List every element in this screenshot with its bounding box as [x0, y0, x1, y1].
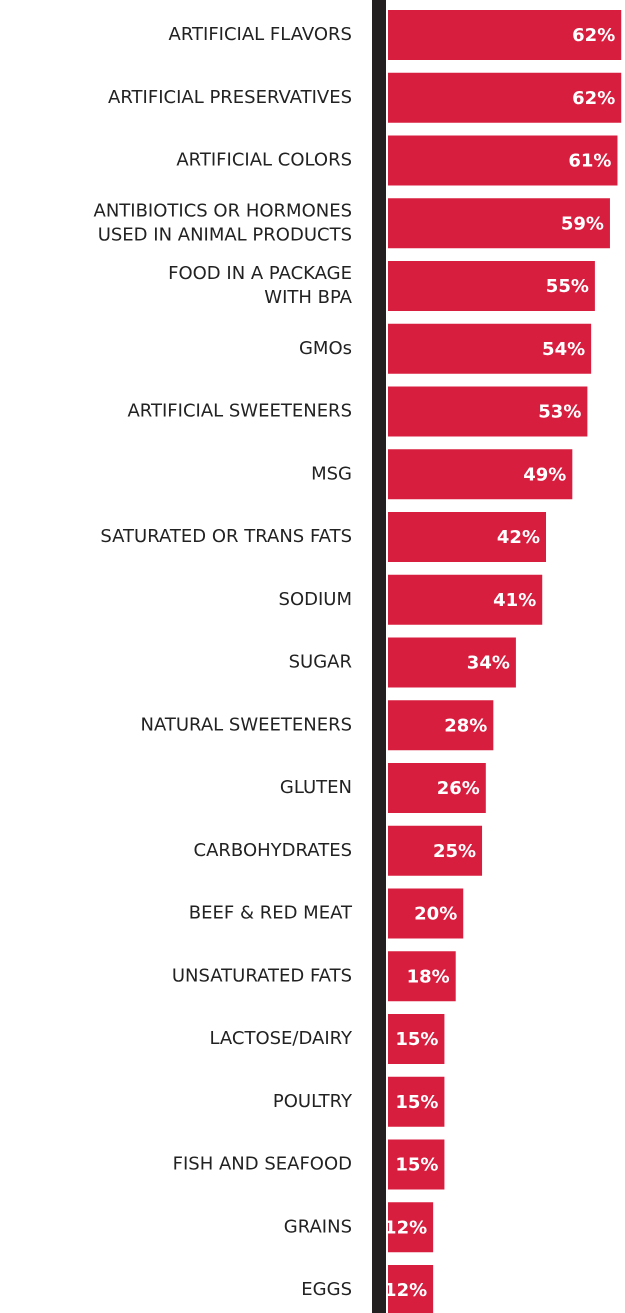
bar	[388, 261, 595, 311]
category-label: NATURAL SWEETENERS	[141, 714, 353, 735]
bar	[388, 512, 546, 562]
category-label: FISH AND SEAFOOD	[173, 1154, 352, 1175]
bar	[388, 1202, 434, 1253]
bar	[388, 888, 464, 939]
category-line: SATURATED OR TRANS FATS	[100, 526, 352, 547]
category-line: ARTIFICIAL FLAVORS	[169, 24, 352, 45]
category-line: EGGS	[301, 1279, 352, 1300]
category-label: GMOs	[299, 338, 352, 359]
bar	[388, 1076, 445, 1127]
category-line: GMOs	[299, 338, 352, 359]
bar	[388, 1265, 434, 1313]
value-label: 41%	[493, 590, 536, 611]
value-label: 25%	[433, 841, 476, 862]
value-label: 15%	[395, 1092, 438, 1113]
category-line: SUGAR	[289, 652, 352, 673]
category-line: GLUTEN	[280, 777, 352, 798]
category-label: SATURATED OR TRANS FATS	[100, 526, 352, 547]
bar	[388, 574, 543, 625]
category-line: ARTIFICIAL COLORS	[176, 150, 352, 171]
category-line: BEEF & RED MEAT	[189, 903, 353, 924]
value-label: 49%	[523, 464, 566, 485]
category-label: ARTIFICIAL PRESERVATIVES	[108, 87, 352, 108]
value-label: 61%	[568, 151, 611, 172]
value-label: 53%	[538, 402, 581, 423]
axis-bar	[372, 0, 386, 1313]
bar	[388, 1139, 445, 1190]
value-label: 15%	[395, 1155, 438, 1176]
category-label: ARTIFICIAL COLORS	[176, 150, 352, 171]
bar	[388, 10, 622, 60]
bar	[388, 135, 618, 186]
value-label: 18%	[407, 966, 450, 987]
category-line: NATURAL SWEETENERS	[141, 714, 353, 735]
bar	[388, 763, 486, 813]
value-label: 26%	[437, 778, 480, 799]
category-label: SODIUM	[279, 589, 352, 610]
category-line: CARBOHYDRATES	[194, 840, 352, 861]
category-label: EGGS	[301, 1279, 352, 1300]
category-label: LACTOSE/DAIRY	[209, 1028, 353, 1049]
category-label: MSG	[311, 463, 352, 484]
category-line: MSG	[311, 463, 352, 484]
category-line: SODIUM	[279, 589, 352, 610]
bar	[388, 198, 610, 249]
value-label: 54%	[542, 339, 585, 360]
value-label: 28%	[444, 715, 487, 736]
category-label: GRAINS	[284, 1216, 352, 1237]
bar	[388, 449, 573, 500]
category-line: FOOD IN A PACKAGE	[168, 263, 352, 284]
category-line: ANTIBIOTICS OR HORMONES	[94, 200, 353, 221]
bar	[388, 825, 483, 876]
bar	[388, 72, 622, 123]
category-label: ARTIFICIAL FLAVORS	[169, 24, 352, 45]
category-line: WITH BPA	[264, 287, 352, 308]
value-label: 12%	[384, 1217, 427, 1238]
category-line: POULTRY	[273, 1091, 353, 1112]
bar	[388, 951, 456, 1002]
bar	[388, 637, 516, 688]
category-label: ANTIBIOTICS OR HORMONES USED IN ANIMAL PR…	[94, 200, 353, 245]
category-label: CARBOHYDRATES	[194, 840, 352, 861]
category-label: GLUTEN	[280, 777, 352, 798]
category-line: LACTOSE/DAIRY	[209, 1028, 353, 1049]
category-line: USED IN ANIMAL PRODUCTS	[98, 224, 352, 245]
category-label: FOOD IN A PACKAGE WITH BPA	[168, 263, 353, 308]
value-label: 55%	[546, 276, 589, 297]
value-label: 34%	[467, 653, 510, 674]
bar	[388, 323, 592, 374]
category-line: ARTIFICIAL SWEETENERS	[127, 401, 352, 422]
category-label: UNSATURATED FATS	[172, 965, 352, 986]
value-label: 15%	[395, 1029, 438, 1050]
bar	[388, 386, 588, 437]
value-label: 59%	[561, 213, 604, 234]
category-label: BEEF & RED MEAT	[189, 903, 353, 924]
value-label: 62%	[572, 88, 615, 109]
value-label: 62%	[572, 25, 615, 46]
category-line: UNSATURATED FATS	[172, 965, 352, 986]
bar	[388, 700, 494, 751]
value-label: 12%	[384, 1280, 427, 1301]
value-label: 42%	[497, 527, 540, 548]
bar	[388, 1014, 445, 1064]
category-label: ARTIFICIAL SWEETENERS	[127, 401, 352, 422]
value-label: 20%	[414, 904, 457, 925]
category-label: POULTRY	[273, 1091, 353, 1112]
category-line: FISH AND SEAFOOD	[173, 1154, 352, 1175]
category-line: GRAINS	[284, 1216, 352, 1237]
category-line: ARTIFICIAL PRESERVATIVES	[108, 87, 352, 108]
category-label: SUGAR	[289, 652, 352, 673]
